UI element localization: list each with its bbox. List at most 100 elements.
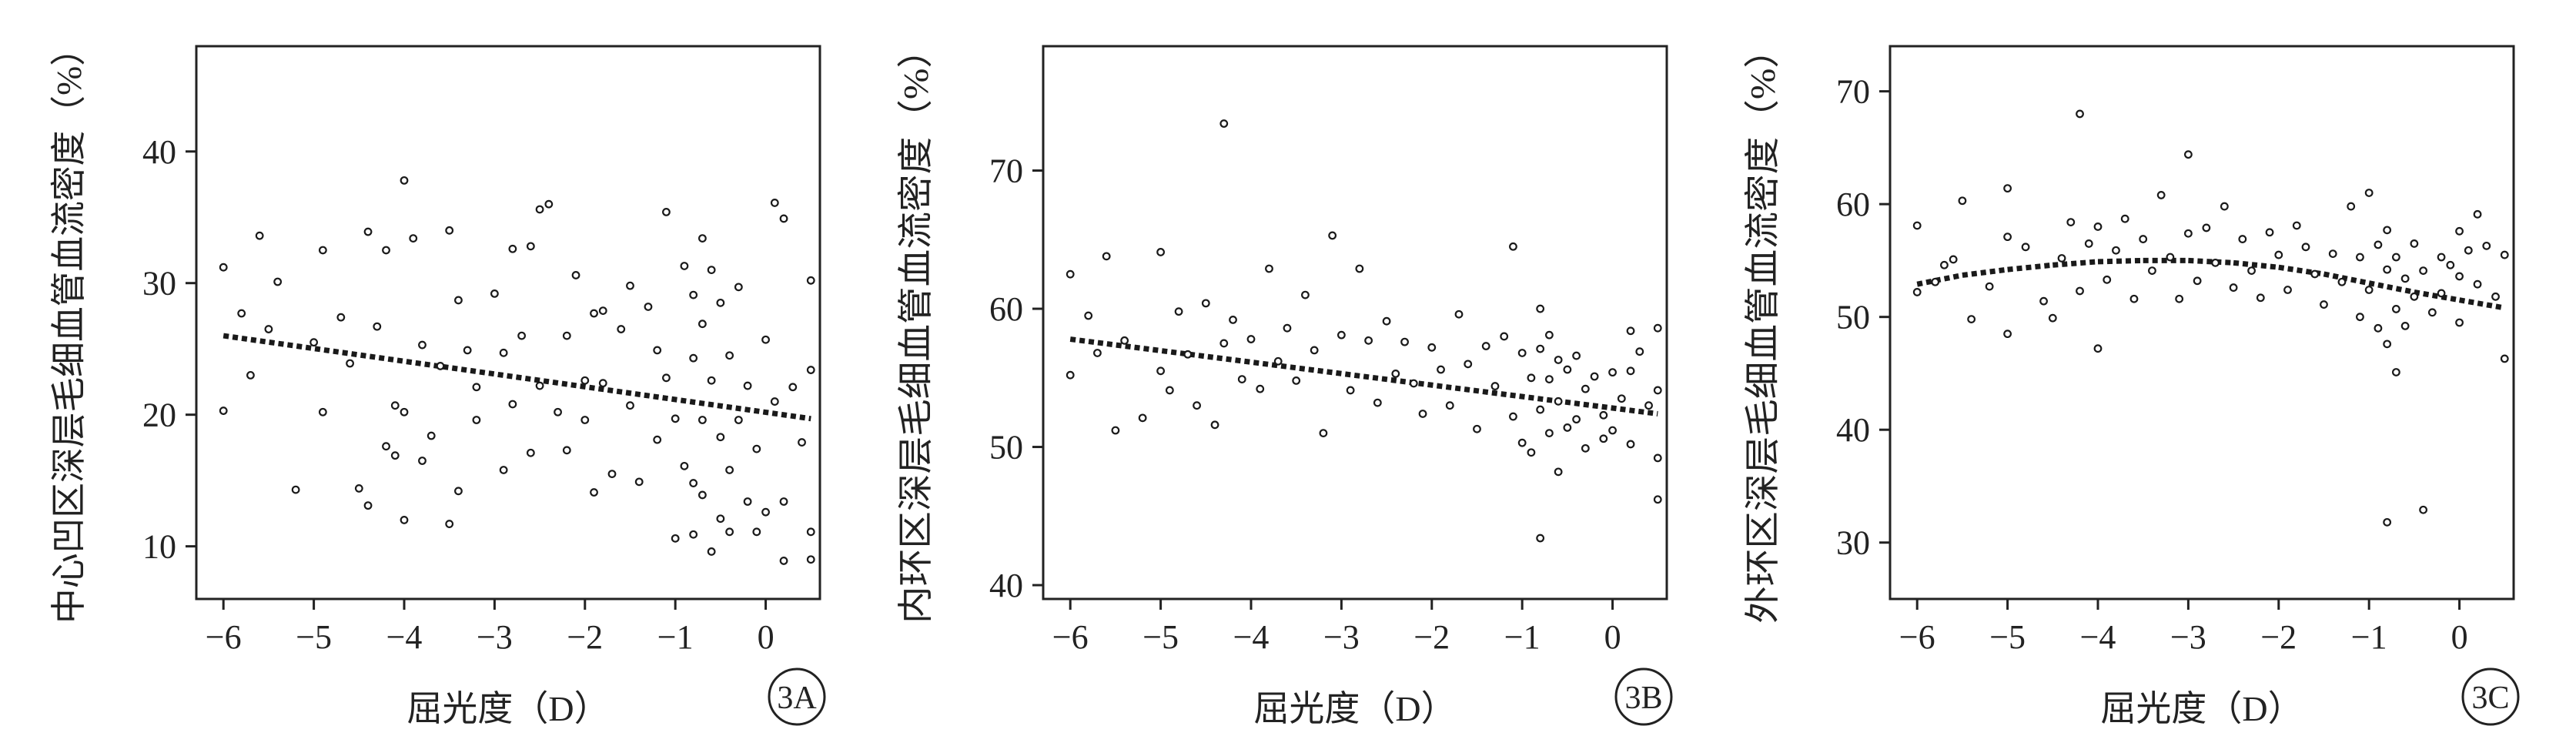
data-point — [716, 433, 725, 442]
data-point — [1931, 277, 1940, 286]
data-point — [2139, 235, 2148, 243]
data-point — [2400, 321, 2410, 330]
data-point — [779, 557, 788, 565]
y-tick-label: 20 — [142, 396, 176, 434]
y-tick-label: 50 — [989, 429, 1023, 467]
x-tick-label: −4 — [2080, 618, 2116, 656]
data-point — [680, 262, 689, 270]
data-point — [716, 298, 725, 307]
x-tick-label: −5 — [296, 618, 332, 656]
data-point — [1544, 429, 1554, 437]
data-point — [1355, 264, 1364, 273]
data-point — [1464, 360, 1473, 369]
data-point — [273, 277, 283, 286]
data-point — [1427, 343, 1437, 352]
data-point — [1409, 379, 1418, 388]
data-point — [580, 416, 590, 424]
data-point — [2500, 250, 2509, 259]
data-point — [2066, 218, 2076, 226]
panel-badge-label: 3A — [777, 681, 817, 716]
data-point — [508, 400, 517, 409]
data-point — [1527, 373, 1536, 383]
data-point — [806, 527, 815, 537]
data-point — [1373, 398, 1382, 407]
data-point — [1517, 349, 1527, 357]
fit-line-segment — [2323, 271, 2370, 286]
fit-line-segment — [2233, 259, 2280, 270]
data-point — [2455, 272, 2464, 281]
data-point — [1527, 448, 1536, 457]
data-point — [2410, 292, 2419, 301]
data-point — [2076, 286, 2084, 296]
data-point — [1174, 307, 1183, 316]
chart-panel-3: −6 −5 −4 −3 −2 −1 0 30 40 50 60 70 屈光度（D） 外环区深层毛细血管血流… — [1743, 31, 2520, 728]
data-point — [2229, 283, 2238, 292]
data-point — [2057, 254, 2066, 263]
data-point — [382, 442, 390, 451]
data-point — [1554, 356, 1563, 364]
data-point — [454, 487, 463, 496]
data-point — [1590, 372, 1599, 381]
y-tick-label: 30 — [142, 265, 176, 303]
data-point — [2383, 517, 2392, 527]
y-tick-label: 30 — [1836, 524, 1870, 562]
data-point — [2356, 313, 2364, 322]
data-point — [1084, 311, 1093, 320]
data-point — [2419, 266, 2428, 275]
data-point — [1617, 394, 1626, 403]
data-point — [427, 431, 436, 440]
x-tick-label: −1 — [1504, 618, 1541, 656]
data-point — [1653, 386, 1662, 395]
data-point — [1301, 290, 1310, 299]
data-point — [1273, 356, 1283, 366]
data-point — [2491, 292, 2500, 301]
data-point — [1111, 426, 1120, 435]
data-point — [318, 407, 327, 417]
data-point — [2247, 266, 2256, 275]
y-axis-label: 外环区深层毛细血管血流密度（%） — [1743, 31, 1782, 624]
data-point — [1210, 420, 1219, 430]
data-point — [671, 414, 680, 423]
data-point — [445, 226, 454, 235]
data-point — [1536, 344, 1545, 353]
data-point — [2183, 150, 2193, 159]
data-point — [798, 438, 806, 447]
data-point — [1563, 365, 1572, 374]
data-point — [779, 214, 788, 223]
data-point — [1912, 221, 1922, 230]
data-point — [662, 208, 671, 216]
x-tick-label: −2 — [2260, 618, 2297, 656]
data-point — [409, 234, 418, 243]
data-point — [617, 325, 626, 333]
x-tick-label: −5 — [1989, 618, 2026, 656]
data-point — [1626, 366, 1635, 376]
x-tick-label: −1 — [657, 618, 694, 656]
data-point — [2391, 305, 2400, 313]
data-point — [1509, 242, 1517, 251]
data-point — [554, 407, 562, 417]
data-point — [390, 451, 400, 460]
data-point — [562, 446, 571, 455]
fit-line-segment — [1962, 266, 2009, 278]
data-point — [1581, 384, 1590, 393]
data-point — [1319, 429, 1328, 437]
data-point — [1328, 231, 1337, 240]
data-point — [1183, 350, 1193, 359]
data-point — [508, 244, 517, 253]
data-point — [788, 383, 798, 392]
data-point — [707, 266, 716, 275]
panel-badge-circle — [2461, 667, 2520, 726]
data-point — [2129, 294, 2139, 303]
data-point — [2093, 222, 2103, 231]
data-point — [571, 271, 580, 279]
data-point — [1156, 248, 1166, 256]
data-point — [806, 276, 815, 285]
data-point — [1193, 401, 1201, 410]
data-point — [2337, 277, 2347, 286]
data-point — [1653, 453, 1662, 463]
data-point — [535, 205, 544, 214]
data-point — [1445, 401, 1454, 410]
data-point — [689, 290, 698, 299]
data-point — [309, 338, 319, 347]
data-point — [2256, 293, 2265, 303]
